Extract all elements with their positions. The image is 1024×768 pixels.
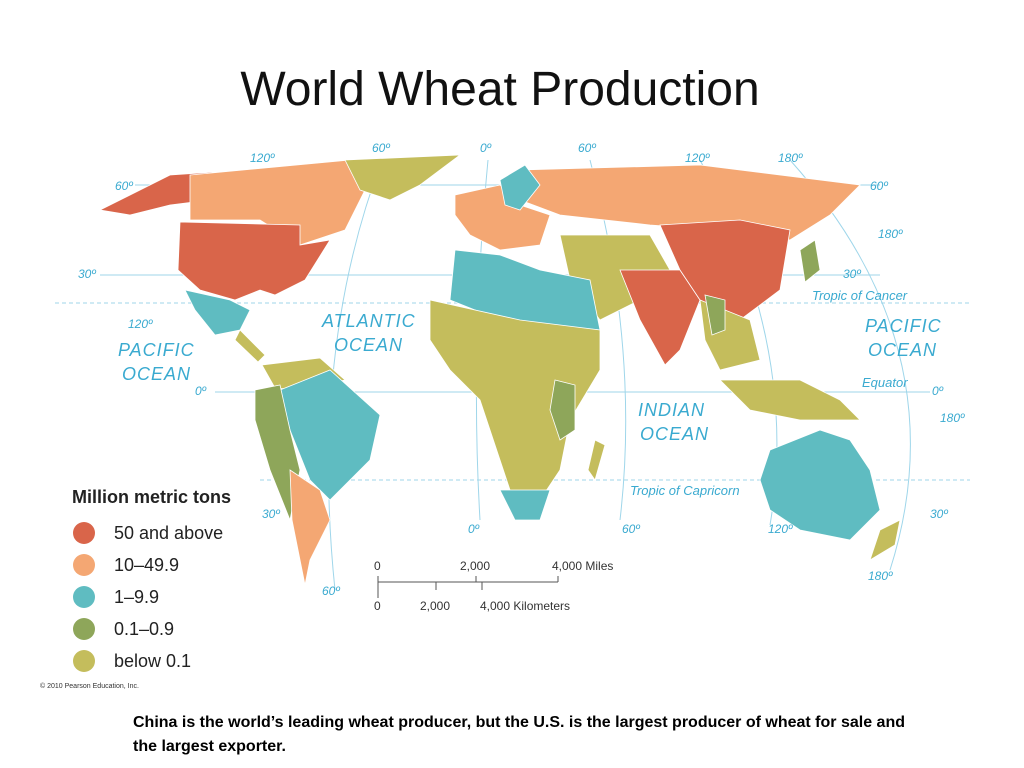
- graticule-label: 60º: [372, 141, 390, 155]
- country: [449, 249, 601, 331]
- ocean-label-line: OCEAN: [334, 335, 403, 355]
- graticule-label: 30º: [262, 507, 280, 521]
- country: [619, 269, 701, 366]
- caption: China is the world’s leading wheat produ…: [133, 714, 905, 755]
- country: [799, 239, 821, 283]
- graticule-labels: 120º 60º 0º 60º 120º 180º 60º 60º 180º 3…: [78, 141, 965, 598]
- ocean-label-line: PACIFIC: [118, 340, 195, 360]
- graticule-label: 60º: [622, 522, 640, 536]
- graticule-label: 180º: [778, 151, 803, 165]
- ocean-label: PACIFIC OCEAN: [118, 340, 195, 384]
- country: [177, 221, 331, 301]
- legend-label: 1–9.9: [114, 587, 159, 607]
- country: [499, 489, 551, 521]
- country: [719, 379, 861, 421]
- country: [499, 164, 541, 211]
- ocean-label: INDIAN OCEAN: [638, 400, 709, 444]
- country: [587, 439, 606, 481]
- graticule-label: 120º: [250, 151, 275, 165]
- graticule-label: 120º: [768, 522, 793, 536]
- ocean-label-line: PACIFIC: [865, 316, 942, 336]
- graticule-label: 60º: [322, 584, 340, 598]
- scale-label: 2,000: [460, 559, 490, 573]
- line-label: Equator: [862, 375, 908, 390]
- graticule-label: 180º: [940, 411, 965, 425]
- legend-swatch: [73, 554, 95, 576]
- meridian: [328, 159, 383, 591]
- legend-label: below 0.1: [114, 651, 191, 671]
- country: [759, 429, 881, 541]
- graticule-label: 60º: [115, 179, 133, 193]
- graticule-label: 180º: [868, 569, 893, 583]
- country: [279, 369, 381, 501]
- country: [549, 379, 576, 441]
- legend-swatch: [73, 618, 95, 640]
- scale-label: 4,000 Kilometers: [480, 599, 570, 613]
- graticule-label: 0º: [932, 384, 944, 398]
- legend: Million metric tons 50 and above 10–49.9 1…: [72, 487, 231, 672]
- map: 120º 60º 0º 60º 120º 180º 60º 60º 180º 3…: [40, 141, 970, 690]
- scale-label: 0: [374, 559, 381, 573]
- line-label: Tropic of Cancer: [812, 288, 908, 303]
- ocean-label: PACIFIC OCEAN: [865, 316, 942, 360]
- country: [519, 164, 861, 241]
- ocean-label-line: OCEAN: [868, 340, 937, 360]
- country: [659, 219, 791, 321]
- legend-swatch: [73, 650, 95, 672]
- land: [98, 154, 901, 586]
- graticule-label: 120º: [128, 317, 153, 331]
- country: [869, 519, 901, 561]
- legend-swatch: [73, 586, 95, 608]
- legend-label: 0.1–0.9: [114, 619, 174, 639]
- legend-swatch: [73, 522, 95, 544]
- country: [289, 469, 331, 586]
- country: [704, 294, 726, 336]
- graticule-label: 0º: [468, 522, 480, 536]
- legend-title: Million metric tons: [72, 487, 231, 507]
- scale-label: 0: [374, 599, 381, 613]
- scale-label: 4,000 Miles: [552, 559, 613, 573]
- graticule-label: 30º: [843, 267, 861, 281]
- ocean-label-line: OCEAN: [640, 424, 709, 444]
- graticule-label: 0º: [480, 141, 492, 155]
- scale-label: 2,000: [420, 599, 450, 613]
- legend-label: 10–49.9: [114, 555, 179, 575]
- scale-bar: 0 2,000 4,000 Miles 0 2,000 4,000 Kilome…: [374, 559, 613, 613]
- line-label: Tropic of Capricorn: [630, 483, 740, 498]
- graticule-label: 60º: [578, 141, 596, 155]
- graticule-label: 120º: [685, 151, 710, 165]
- slide-title: World Wheat Production: [240, 63, 760, 116]
- legend-label: 50 and above: [114, 523, 223, 543]
- graticule-label: 0º: [195, 384, 207, 398]
- country: [344, 154, 462, 201]
- ocean-label-line: OCEAN: [122, 364, 191, 384]
- graticule-label: 30º: [930, 507, 948, 521]
- graticule-label: 180º: [878, 227, 903, 241]
- graticule-label: 30º: [78, 267, 96, 281]
- ocean-label-line: INDIAN: [638, 400, 705, 420]
- graticule-label: 60º: [870, 179, 888, 193]
- ocean-label-line: ATLANTIC: [321, 311, 416, 331]
- country: [234, 329, 266, 363]
- ocean-label: ATLANTIC OCEAN: [321, 311, 416, 355]
- copyright: © 2010 Pearson Education, Inc.: [40, 682, 139, 690]
